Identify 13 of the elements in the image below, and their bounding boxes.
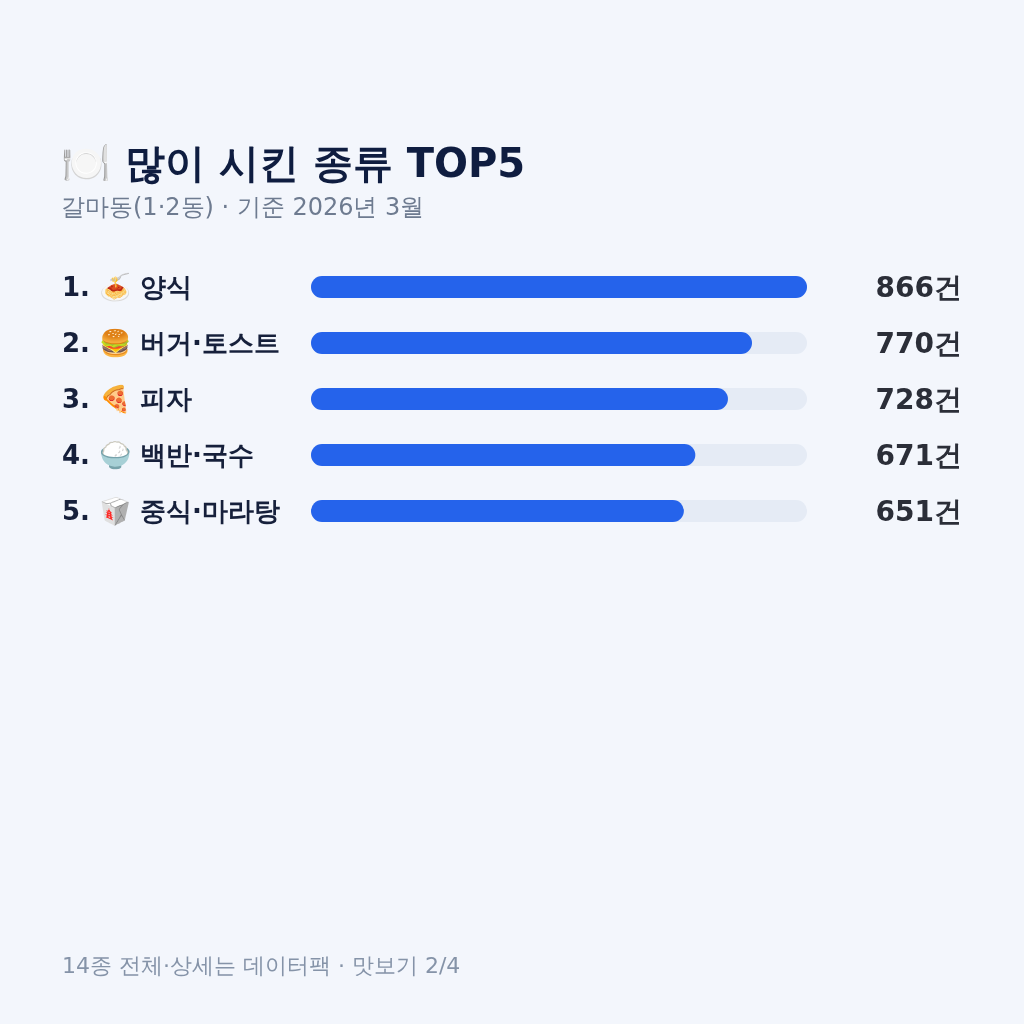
y-tick-label: 2. 🍔 버거·토스트 [62, 328, 280, 358]
text: 14종 전체·상세는 데이터팩 · 맛보기 2/4 [62, 952, 461, 978]
data-label: 728건 [875, 382, 962, 416]
y-tick-label: 4. 🍚 백반·국수 [62, 440, 254, 470]
data-label: 866건 [875, 270, 962, 304]
y-tick-label: 3. 🍕 피자 [62, 384, 193, 414]
data-label: 770건 [875, 326, 962, 360]
data-label: 671건 [875, 438, 962, 472]
y-tick-label: 1. 🍝 양식 [62, 272, 193, 302]
chart-title: 🍽 많이 시킨 종류 TOP5 [61, 140, 526, 186]
data-label: 651건 [875, 494, 962, 528]
chart-subtitle: 갈마동(1·2동) · 기준 2026년 3월 [61, 193, 425, 221]
y-tick-label: 5. 🥡 중식·마라탕 [62, 496, 280, 527]
